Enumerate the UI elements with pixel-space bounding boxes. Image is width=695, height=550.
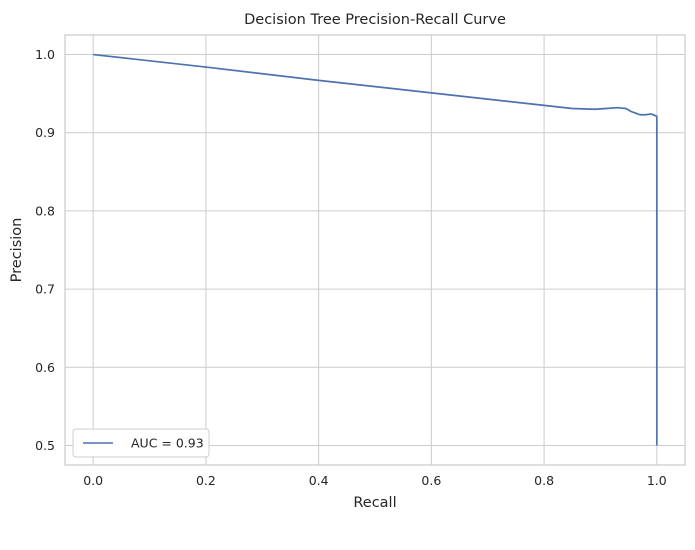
x-axis-label: Recall — [353, 495, 396, 511]
plot-area — [65, 35, 685, 465]
series-layer — [93, 53, 658, 446]
x-tick-label: 0.8 — [534, 473, 554, 488]
x-tick-label: 0.2 — [196, 473, 216, 488]
y-tick-label: 0.9 — [35, 125, 55, 140]
y-axis-label: Precision — [9, 218, 25, 283]
y-tick-label: 0.5 — [35, 438, 55, 453]
tick-labels: 0.0 0.2 0.4 0.6 0.8 1.0 0.5 0.6 0.7 0.8 0.9 1.0 — [35, 47, 667, 488]
legend-box — [72, 428, 210, 458]
x-tick-label: 0.0 — [83, 473, 103, 488]
y-tick-label: 1.0 — [35, 47, 55, 62]
y-tick-label: 0.6 — [35, 360, 55, 375]
series-line — [93, 53, 658, 446]
x-tick-label: 0.4 — [309, 473, 329, 488]
plot-frame — [64, 34, 686, 466]
y-tick-label: 0.8 — [35, 203, 55, 218]
y-tick-label: 0.7 — [35, 282, 55, 297]
x-tick-label: 1.0 — [647, 473, 667, 488]
legend-label: AUC = 0.93 — [131, 436, 204, 451]
x-tick-label: 0.6 — [421, 473, 441, 488]
chart-title: Decision Tree Precision-Recall Curve — [244, 12, 506, 28]
legend: AUC = 0.93 — [72, 428, 210, 458]
